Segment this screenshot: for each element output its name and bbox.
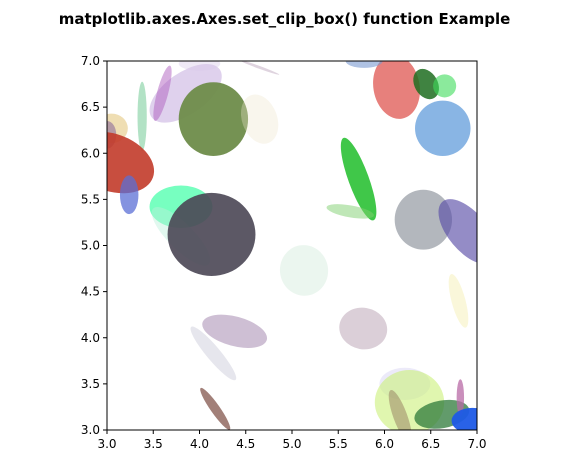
ellipse-14	[326, 204, 374, 219]
ellipse-9	[119, 175, 139, 215]
y-tick-label: 5.5	[81, 192, 100, 206]
chart-title: matplotlib.axes.Axes.set_clip_box() func…	[58, 10, 511, 28]
ellipse-4	[178, 82, 249, 157]
y-tick-label: 4.0	[81, 331, 100, 345]
ellipse-24	[190, 326, 237, 381]
x-tick-label: 4.5	[236, 437, 255, 451]
ellipse-19	[415, 100, 471, 157]
ellipse-34	[240, 61, 280, 75]
x-tick-label: 5.0	[282, 437, 301, 451]
ellipse-31	[451, 407, 477, 430]
ellipse-12	[167, 192, 256, 276]
ellipse-layer	[107, 61, 477, 430]
y-tick-label: 3.5	[81, 377, 100, 391]
y-tick-label: 3.0	[81, 423, 100, 437]
x-tick-label: 3.0	[97, 437, 116, 451]
x-tick-label: 4.0	[190, 437, 209, 451]
y-tick-label: 4.5	[81, 285, 100, 299]
ellipse-17	[413, 68, 439, 100]
y-tick-label: 7.0	[81, 54, 100, 68]
ellipse-15	[279, 245, 329, 296]
ellipse-20	[394, 189, 453, 250]
ellipse-2	[153, 65, 172, 121]
ellipse-23	[202, 314, 268, 348]
y-tick-label: 5.0	[81, 239, 100, 253]
ellipse-32	[200, 387, 231, 430]
ellipse-22	[448, 274, 469, 328]
x-tick-label: 3.5	[144, 437, 163, 451]
ellipse-5	[240, 94, 279, 144]
x-tick-label: 7.0	[467, 437, 486, 451]
ellipse-21	[438, 199, 477, 265]
x-tick-label: 5.5	[329, 437, 348, 451]
ellipse-25	[339, 307, 388, 350]
y-tick-label: 6.5	[81, 100, 100, 114]
y-axis: 3.0 3.5 4.0 4.5 5.0 5.5 6.0 6.5 7.0	[81, 54, 107, 437]
ellipse-28	[388, 390, 412, 430]
ellipse-16	[373, 61, 420, 119]
ellipse-33	[345, 61, 383, 68]
ellipse-13	[340, 137, 377, 221]
ellipse-18	[433, 74, 457, 98]
x-tick-label: 6.5	[421, 437, 440, 451]
ellipse-3	[137, 81, 147, 151]
ellipse-30	[456, 379, 465, 417]
ellipse-1	[149, 63, 222, 123]
y-tick-label: 6.0	[81, 146, 100, 160]
x-tick-label: 6.0	[375, 437, 394, 451]
x-axis: 3.0 3.5 4.0 4.5 5.0 5.5 6.0 6.5 7.0	[97, 430, 487, 451]
ellipse-35	[178, 61, 221, 71]
